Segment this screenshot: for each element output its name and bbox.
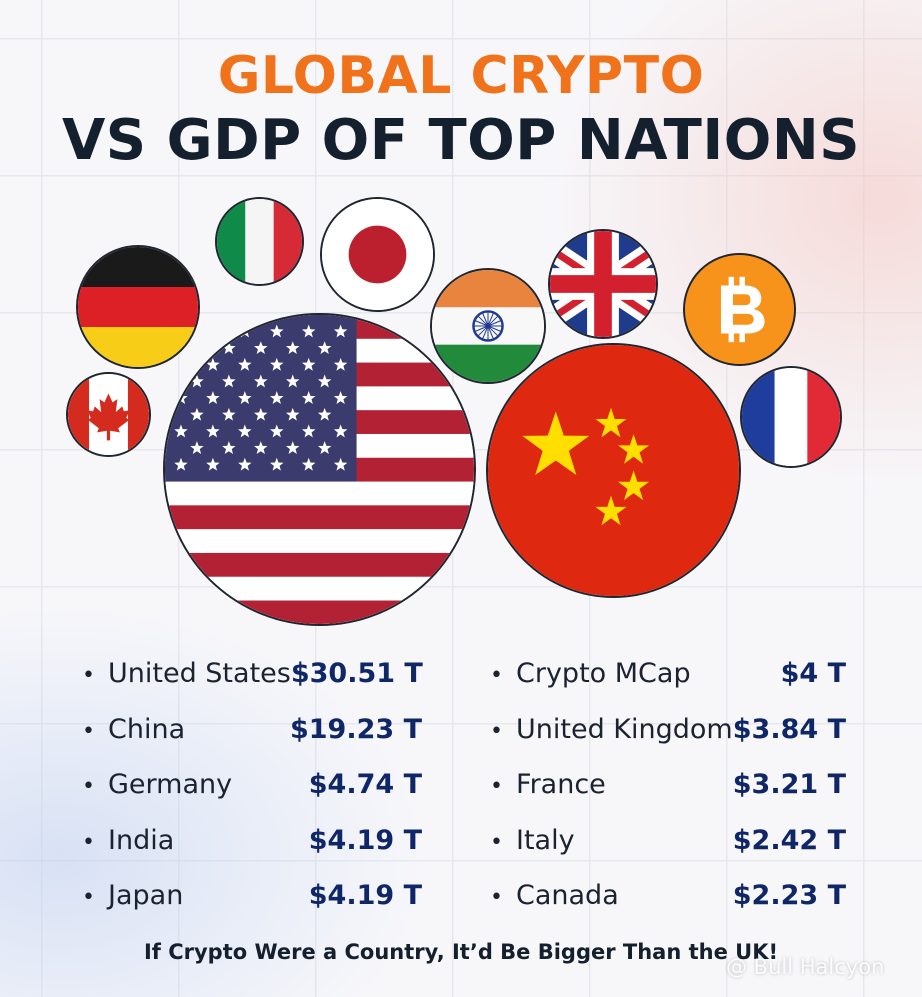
gdp-value: $2.23 T (732, 880, 846, 912)
gdp-value: $3.84 T (732, 713, 846, 745)
list-item: India $4.19 T (82, 813, 422, 869)
india-flag-icon (430, 268, 546, 384)
italy-flag-icon (215, 197, 304, 286)
list-item: United Kingdom $3.84 T (490, 702, 846, 758)
gdp-value: $3.21 T (732, 769, 846, 801)
gdp-value: $30.51 T (290, 658, 423, 690)
list-item: France $3.21 T (490, 757, 846, 813)
country-name: Canada (490, 880, 619, 911)
united-states-flag-icon (163, 313, 476, 626)
germany-flag-icon (76, 245, 200, 369)
country-name: Crypto MCap (490, 658, 691, 689)
china-flag-icon (486, 343, 741, 598)
gdp-value: $4.19 T (308, 824, 422, 856)
title-line-2: VS GDP OF TOP NATIONS (61, 108, 861, 173)
gdp-list-left: United States $30.51 T China $19.23 T Ge… (82, 646, 423, 924)
gdp-value: $19.23 T (289, 713, 422, 745)
canada-flag-icon (66, 372, 151, 457)
gdp-list-right: Crypto MCap $4 T United Kingdom $3.84 T … (490, 646, 846, 924)
country-name: United States (82, 658, 291, 689)
gdp-value: $4 T (780, 658, 846, 690)
gdp-value: $4.19 T (308, 880, 422, 912)
gdp-value: $4.74 T (308, 769, 422, 801)
list-item: Crypto MCap $4 T (490, 646, 846, 702)
list-item: Japan $4.19 T (82, 868, 422, 924)
country-name: China (82, 714, 185, 745)
list-item: China $19.23 T (82, 702, 422, 758)
gdp-value: $2.42 T (732, 824, 846, 856)
country-name: Japan (82, 880, 183, 911)
country-name: United Kingdom (490, 714, 733, 745)
list-item: Germany $4.74 T (82, 757, 422, 813)
bitcoin-icon (683, 253, 796, 366)
footer-tagline: If Crypto Were a Country, It’d Be Bigger… (143, 940, 779, 964)
country-name: France (490, 769, 606, 800)
list-item: Italy $2.42 T (490, 813, 846, 869)
list-item: United States $30.51 T (82, 646, 423, 702)
list-item: Canada $2.23 T (490, 868, 846, 924)
country-name: Italy (490, 825, 575, 856)
japan-flag-icon (320, 197, 435, 312)
watermark: @ Bull Halcyon (726, 955, 885, 979)
title-line-1: GLOBAL CRYPTO (217, 46, 705, 106)
united-kingdom-flag-icon (548, 229, 658, 339)
france-flag-icon (740, 366, 842, 468)
country-name: Germany (82, 769, 232, 800)
country-name: India (82, 825, 174, 856)
